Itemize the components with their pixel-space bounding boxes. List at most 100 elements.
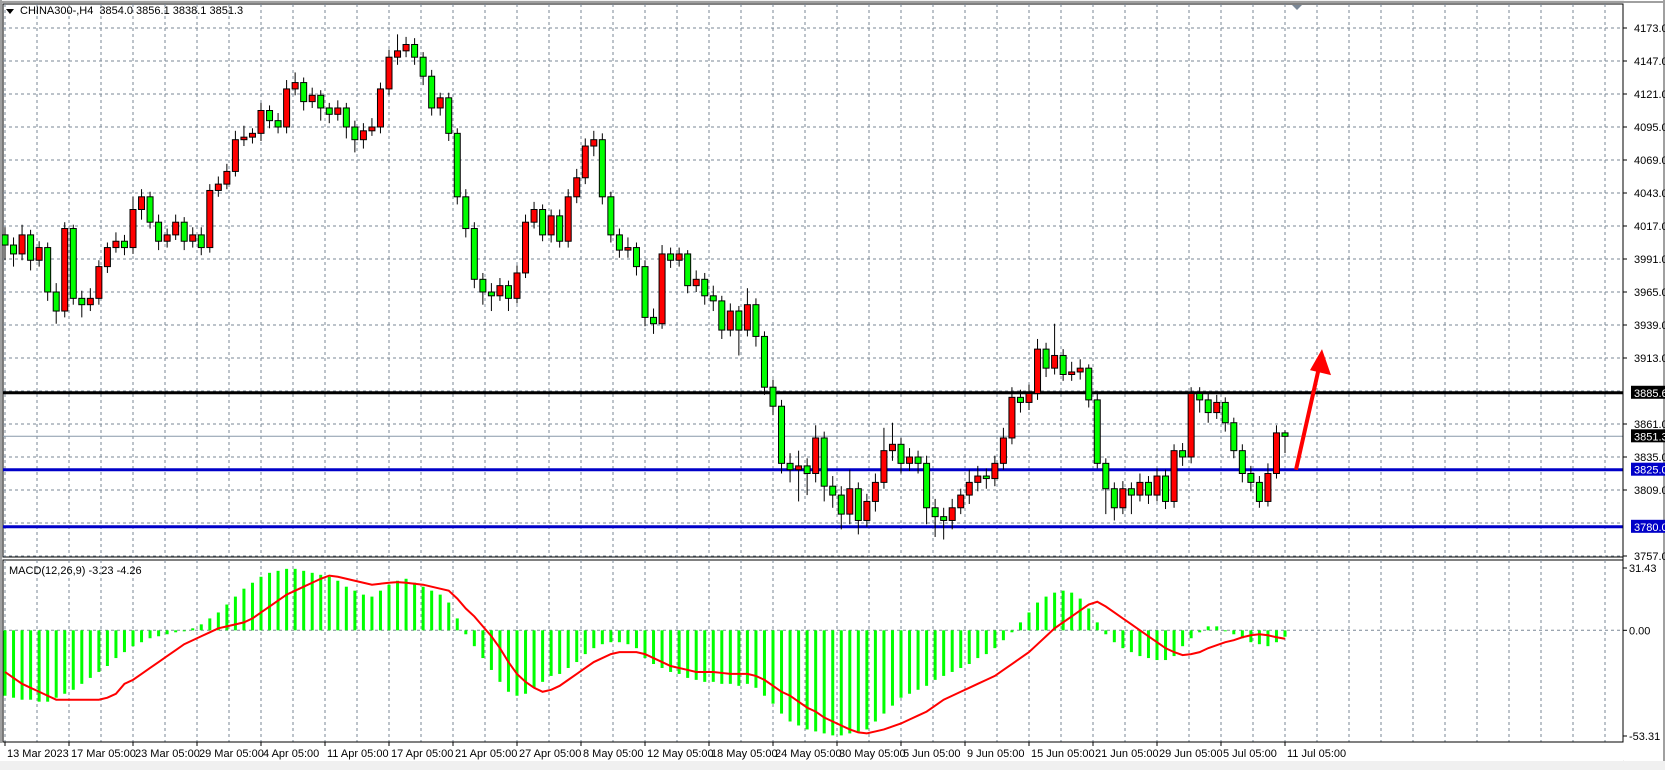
macd-histogram-bar	[97, 630, 101, 672]
macd-histogram-bar	[660, 630, 664, 668]
macd-histogram-bar	[88, 630, 92, 678]
date-tick-label: 5 Jul 05:00	[1223, 748, 1277, 760]
macd-panel	[2, 559, 1624, 743]
candle	[10, 237, 18, 267]
candle-body	[615, 234, 623, 251]
dropdown-triangle-icon[interactable]	[6, 8, 14, 14]
candle	[573, 168, 581, 204]
candle	[291, 72, 299, 96]
candle	[1093, 393, 1101, 469]
macd-histogram-bar	[908, 630, 912, 694]
macd-histogram-bar	[1078, 598, 1082, 631]
candle-body	[914, 456, 922, 464]
candle	[1110, 482, 1118, 521]
date-tick-label: 18 May 05:00	[711, 748, 778, 760]
ohlc-readout: 3854.0 3856.1 3838.1 3851.3	[99, 5, 244, 17]
candle-body	[1238, 450, 1246, 474]
candle	[428, 69, 436, 116]
candle-body	[197, 234, 205, 249]
candle-body	[1196, 393, 1204, 401]
candle	[359, 123, 367, 149]
candle-body	[411, 44, 419, 58]
date-tick-label: 8 May 05:00	[583, 748, 644, 760]
candle	[641, 260, 649, 327]
candle-body	[428, 75, 436, 109]
candle	[1008, 387, 1016, 445]
candle-body	[906, 456, 914, 464]
candle	[342, 102, 350, 139]
macd-histogram-bar	[336, 580, 340, 631]
candle-body	[1230, 422, 1238, 452]
candle	[1281, 430, 1289, 454]
candle	[547, 209, 555, 243]
candle-body	[513, 272, 521, 299]
macd-histogram-bar	[822, 630, 826, 734]
candle-body	[180, 221, 188, 242]
candle-body	[752, 304, 760, 337]
candle-body	[786, 462, 794, 471]
candle-body	[1, 234, 9, 246]
macd-histogram-bar	[967, 630, 971, 665]
macd-histogram-bar	[1001, 630, 1005, 641]
candle	[1034, 338, 1042, 400]
macd-histogram-bar	[361, 594, 365, 631]
macd-histogram-bar	[1138, 630, 1142, 657]
macd-histogram-bar	[524, 630, 528, 694]
macd-histogram-bar	[728, 630, 732, 684]
macd-histogram-bar	[122, 630, 126, 653]
macd-histogram-bar	[652, 630, 656, 665]
macd-histogram-bar	[250, 582, 254, 631]
macd-histogram-bar	[481, 630, 485, 659]
candle-body	[999, 437, 1007, 464]
macd-histogram-bar	[1146, 630, 1150, 659]
candle	[1076, 359, 1084, 380]
candle-body	[556, 215, 564, 242]
macd-histogram-bar	[63, 630, 67, 694]
candle	[965, 469, 973, 504]
candle-body	[1068, 371, 1076, 376]
candle	[27, 229, 35, 271]
macd-histogram-bar	[1283, 630, 1287, 637]
macd-histogram-bar	[1198, 630, 1202, 633]
candle-body	[1264, 473, 1272, 502]
macd-histogram-bar	[396, 580, 400, 631]
candle-body	[78, 297, 86, 306]
macd-histogram-bar	[643, 630, 647, 659]
candle	[692, 270, 700, 292]
candle-body	[146, 196, 154, 223]
candle-body	[880, 450, 888, 483]
candle-body	[965, 481, 973, 496]
candle	[906, 448, 914, 471]
symbol-timeframe: CHINA300-,H4	[20, 5, 94, 17]
candle	[308, 87, 316, 108]
macd-histogram-bar	[609, 630, 613, 643]
candle	[1255, 476, 1263, 508]
candle	[1042, 342, 1050, 378]
macd-tick-label: 0.00	[1629, 625, 1650, 637]
candle-body	[795, 465, 803, 471]
candle-body	[923, 462, 931, 509]
candle	[44, 242, 52, 301]
candle-body	[274, 120, 282, 128]
candle	[163, 228, 171, 248]
candle	[513, 265, 521, 304]
candle-body	[1153, 475, 1161, 496]
macd-histogram-bar	[29, 630, 33, 700]
current-price-label: 3851.3	[1634, 431, 1665, 443]
candle	[86, 288, 94, 312]
candle	[624, 237, 632, 258]
macd-histogram-bar	[1010, 630, 1014, 633]
macd-histogram-bar	[199, 624, 203, 631]
price-tick-label: 4173.0	[1634, 23, 1665, 35]
macd-histogram-bar	[839, 630, 843, 736]
candle	[52, 283, 60, 324]
macd-histogram-bar	[865, 630, 869, 730]
macd-histogram-bar	[12, 630, 16, 698]
macd-tick-label: -53.31	[1629, 731, 1660, 743]
macd-histogram-bar	[942, 630, 946, 676]
candle-body	[52, 291, 60, 312]
macd-histogram-bar	[549, 630, 553, 676]
date-tick-label: 15 Jun 05:00	[1031, 748, 1095, 760]
